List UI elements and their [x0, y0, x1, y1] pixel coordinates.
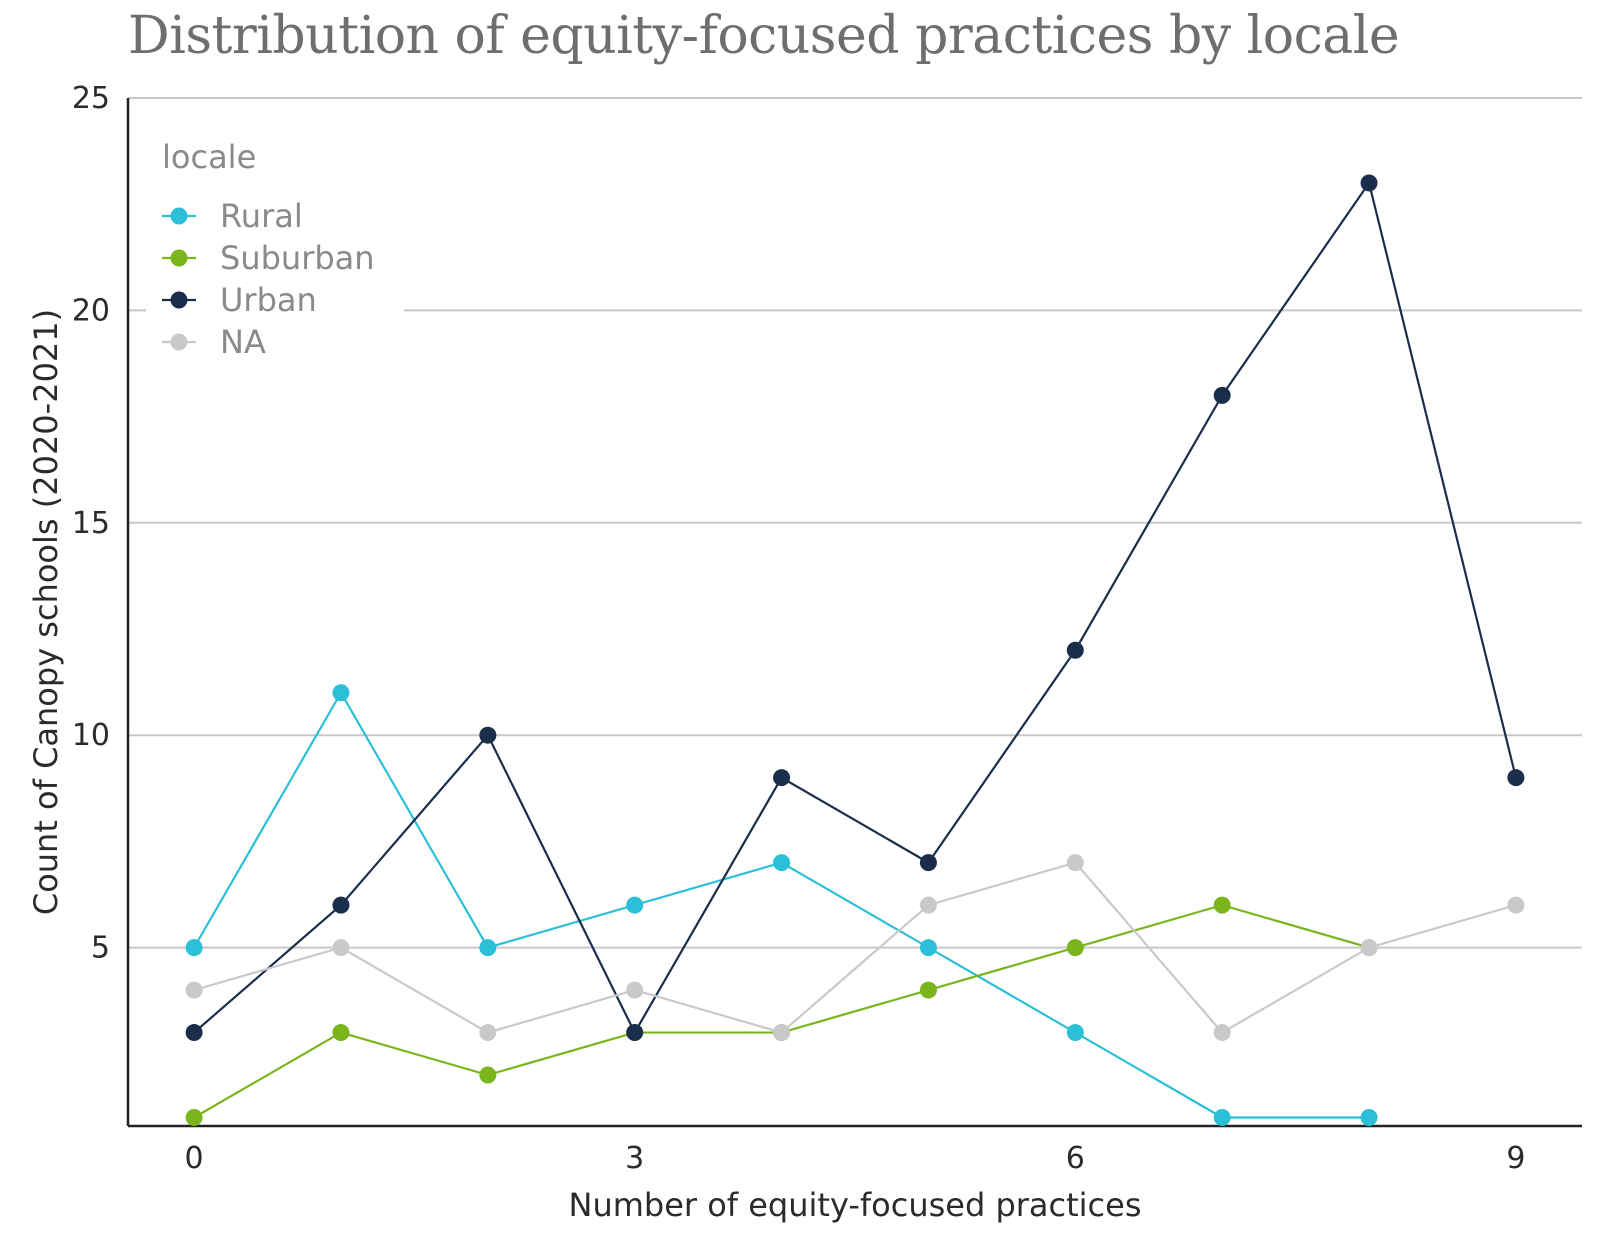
series-line-na: [193, 861, 1517, 1034]
data-point: [919, 981, 937, 999]
y-tick-label: 25: [72, 81, 110, 116]
y-tick-label: 20: [72, 293, 110, 328]
legend-swatch-point: [170, 207, 188, 225]
axes: [126, 98, 1582, 1128]
legend-item-rural: Rural: [162, 197, 303, 235]
data-point: [332, 896, 350, 914]
y-tick-label: 10: [72, 718, 110, 753]
data-point: [773, 1024, 791, 1042]
x-tick-label: 6: [1066, 1141, 1085, 1176]
legend-title: locale: [162, 138, 256, 176]
legend-item-urban: Urban: [162, 281, 317, 319]
data-point: [1507, 769, 1525, 787]
data-point: [626, 1024, 644, 1042]
legend-swatch-point: [170, 291, 188, 309]
series-na: [185, 854, 1525, 1042]
series-urban: [185, 174, 1525, 1042]
legend-label: Urban: [220, 281, 317, 319]
data-point: [1066, 641, 1084, 659]
data-point: [919, 896, 937, 914]
data-point: [1360, 174, 1378, 192]
data-point: [773, 769, 791, 787]
series-line-suburban: [193, 903, 1370, 1119]
data-point: [1066, 939, 1084, 957]
data-point: [626, 896, 644, 914]
legend-label: NA: [220, 323, 266, 361]
data-point: [185, 981, 203, 999]
data-point: [479, 1024, 497, 1042]
legend-swatch-point: [170, 333, 188, 351]
x-tick-label: 9: [1506, 1141, 1525, 1176]
x-tick-label: 0: [185, 1141, 204, 1176]
data-point: [185, 1109, 203, 1127]
series-lines: [185, 174, 1525, 1127]
data-point: [1213, 386, 1231, 404]
data-point: [479, 1066, 497, 1084]
data-point: [1360, 1109, 1378, 1127]
data-point: [1213, 1109, 1231, 1127]
series-rural: [185, 684, 1378, 1127]
data-point: [185, 1024, 203, 1042]
tick-labels: 5 10 15 20 25 0 3 6 9: [72, 81, 1526, 1176]
data-point: [1213, 1024, 1231, 1042]
legend-label: Rural: [220, 197, 303, 235]
data-point: [479, 939, 497, 957]
data-point: [332, 684, 350, 702]
data-point: [626, 981, 644, 999]
series-line-urban: [193, 180, 1517, 1035]
data-point: [185, 939, 203, 957]
legend-label: Suburban: [220, 239, 375, 277]
x-axis-label: Number of equity-focused practices: [569, 1186, 1142, 1224]
y-axis-label: Count of Canopy schools (2020-2021): [27, 309, 65, 915]
data-point: [1360, 939, 1378, 957]
chart-title: Distribution of equity-focused practices…: [128, 6, 1400, 66]
series-line-rural: [193, 690, 1370, 1119]
data-point: [1066, 854, 1084, 872]
legend-item-na: NA: [162, 323, 266, 361]
legend-swatch-point: [170, 249, 188, 267]
data-point: [919, 939, 937, 957]
data-point: [919, 854, 937, 872]
y-tick-label: 15: [72, 506, 110, 541]
data-point: [479, 726, 497, 744]
data-point: [332, 1024, 350, 1042]
data-point: [1066, 1024, 1084, 1042]
data-point: [773, 854, 791, 872]
legend-background: [146, 116, 404, 374]
data-point: [1507, 896, 1525, 914]
legend-item-suburban: Suburban: [162, 239, 375, 277]
y-tick-label: 5: [91, 931, 110, 966]
data-point: [1213, 896, 1231, 914]
series-suburban: [185, 896, 1378, 1127]
legend: locale Rural Suburban Urban NA: [146, 116, 404, 374]
data-point: [332, 939, 350, 957]
x-tick-label: 3: [625, 1141, 644, 1176]
